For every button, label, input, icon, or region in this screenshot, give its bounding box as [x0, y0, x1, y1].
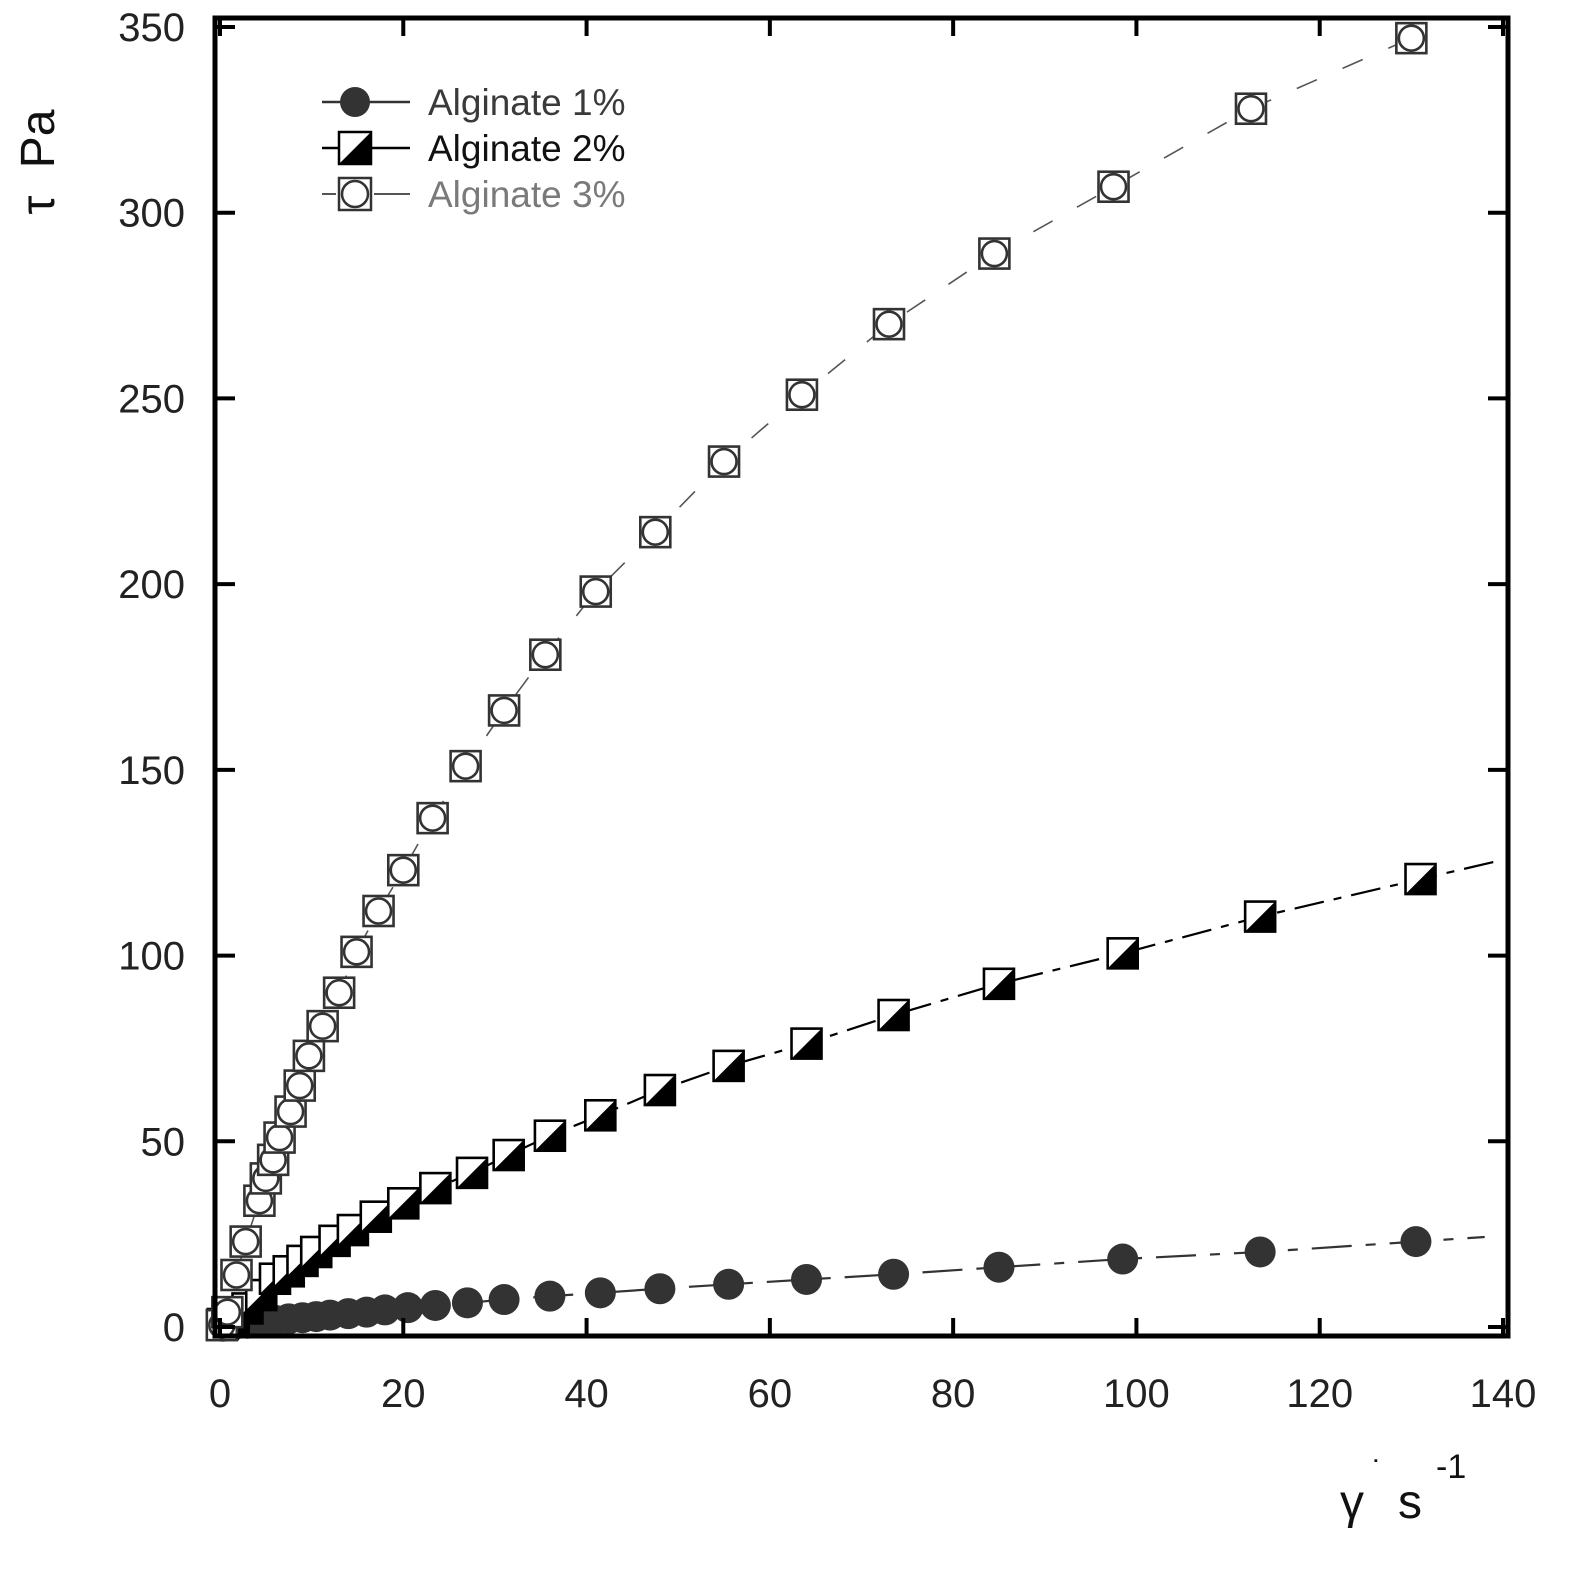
data-point [386, 1187, 420, 1220]
legend-marker-half-filled-square [337, 130, 373, 166]
x-tick-label: 60 [748, 1372, 793, 1416]
data-point [713, 1268, 745, 1300]
data-point [455, 1156, 489, 1190]
y-tick-label: 300 [118, 192, 185, 236]
legend-marker-open-circle-square [337, 176, 373, 212]
data-point [639, 515, 672, 549]
legend-item-alginate-3: Alginate 3% [322, 174, 625, 215]
data-point [1106, 937, 1139, 970]
data-point [529, 638, 562, 672]
legend-marker-filled-circle [340, 87, 370, 117]
y-tick-label: 250 [118, 377, 185, 421]
x-tick-label: 40 [564, 1372, 609, 1416]
data-point [785, 378, 819, 412]
data-point [534, 1280, 566, 1312]
legend-item-alginate-2: Alginate 2% [322, 128, 625, 169]
data-point [1107, 1243, 1139, 1275]
data-point [982, 967, 1016, 1001]
legend-item-alginate-1: Alginate 1% [322, 82, 625, 123]
svg-text:-1: -1 [1436, 1448, 1466, 1486]
x-tick-label: 140 [1470, 1372, 1537, 1416]
data-point [306, 1009, 339, 1043]
data-point [419, 1171, 452, 1205]
y-tick-label: 350 [118, 6, 185, 50]
x-tick-label: 100 [1103, 1372, 1170, 1416]
svg-text:˙: ˙ [1372, 1454, 1383, 1490]
y-tick-label: 0 [163, 1306, 185, 1350]
x-axis-label-symbol: γ [1340, 1476, 1364, 1529]
series-markers [205, 21, 1437, 1342]
x-axis-ticks: 0 20 40 60 80 100 120 140 [209, 18, 1537, 1416]
data-point [584, 1277, 616, 1309]
data-point [322, 976, 356, 1010]
data-point [643, 1073, 677, 1107]
data-point [359, 1200, 393, 1233]
plot-frame [212, 15, 1511, 1339]
data-point [292, 1039, 326, 1073]
data-point [791, 1263, 823, 1295]
x-tick-label: 0 [209, 1372, 231, 1416]
y-axis-label-symbol: τ [12, 196, 65, 215]
legend-label-alginate-3: Alginate 3% [428, 174, 625, 215]
x-tick-label: 80 [931, 1372, 976, 1416]
data-point [392, 1292, 424, 1324]
legend-label-alginate-2: Alginate 2% [428, 128, 625, 169]
data-point [1243, 900, 1277, 933]
data-point [1244, 1236, 1276, 1268]
data-point [790, 1027, 823, 1060]
data-point [488, 1284, 520, 1316]
x-axis-label-unit: s [1398, 1476, 1422, 1529]
y-axis-label: τ Pa [12, 109, 65, 214]
data-point [362, 894, 395, 928]
svg-text:s: s [1398, 1476, 1422, 1529]
data-point [1395, 21, 1428, 55]
data-point [1404, 862, 1437, 896]
data-point [644, 1273, 676, 1305]
svg-text:τ Pa: τ Pa [12, 109, 65, 214]
data-point [492, 1138, 525, 1172]
data-point [983, 1251, 1015, 1283]
y-tick-label: 200 [118, 563, 185, 607]
data-point [283, 1069, 317, 1102]
data-point [872, 307, 906, 341]
legend-label-alginate-1: Alginate 1% [428, 82, 625, 123]
data-point [707, 445, 741, 478]
data-point [386, 853, 420, 887]
y-axis-ticks: 0 50 100 150 200 250 300 350 [118, 6, 1508, 1350]
data-point [533, 1119, 567, 1153]
data-point [878, 1258, 910, 1290]
y-tick-label: 150 [118, 749, 185, 793]
x-axis-label-dot: ˙ [1372, 1454, 1383, 1490]
svg-text:γ: γ [1340, 1476, 1364, 1529]
data-point [449, 749, 482, 783]
data-point [1097, 170, 1130, 204]
data-point [340, 935, 373, 969]
data-point [419, 1289, 451, 1321]
x-axis-label-exponent: -1 [1436, 1448, 1466, 1486]
data-point [229, 1225, 262, 1258]
data-point [369, 1294, 401, 1326]
data-point [584, 1098, 617, 1132]
y-tick-label: 50 [141, 1120, 186, 1164]
y-tick-label: 100 [118, 935, 185, 979]
series-line [221, 37, 1412, 1326]
data-point [487, 694, 521, 727]
data-point [712, 1049, 745, 1083]
data-point [220, 1258, 253, 1292]
data-point [579, 575, 613, 608]
data-point [451, 1287, 483, 1319]
data-point [877, 998, 910, 1032]
x-axis-label: γ ˙ s -1 [1340, 1448, 1466, 1529]
data-point [1400, 1226, 1432, 1258]
data-point [1234, 92, 1268, 126]
legend: Alginate 1% Alginate 2% Alginate 3% [322, 82, 625, 215]
x-tick-label: 120 [1286, 1372, 1353, 1416]
x-tick-label: 20 [381, 1372, 426, 1416]
y-axis-label-unit: Pa [12, 109, 65, 168]
data-point [416, 801, 449, 835]
data-point [978, 237, 1011, 270]
